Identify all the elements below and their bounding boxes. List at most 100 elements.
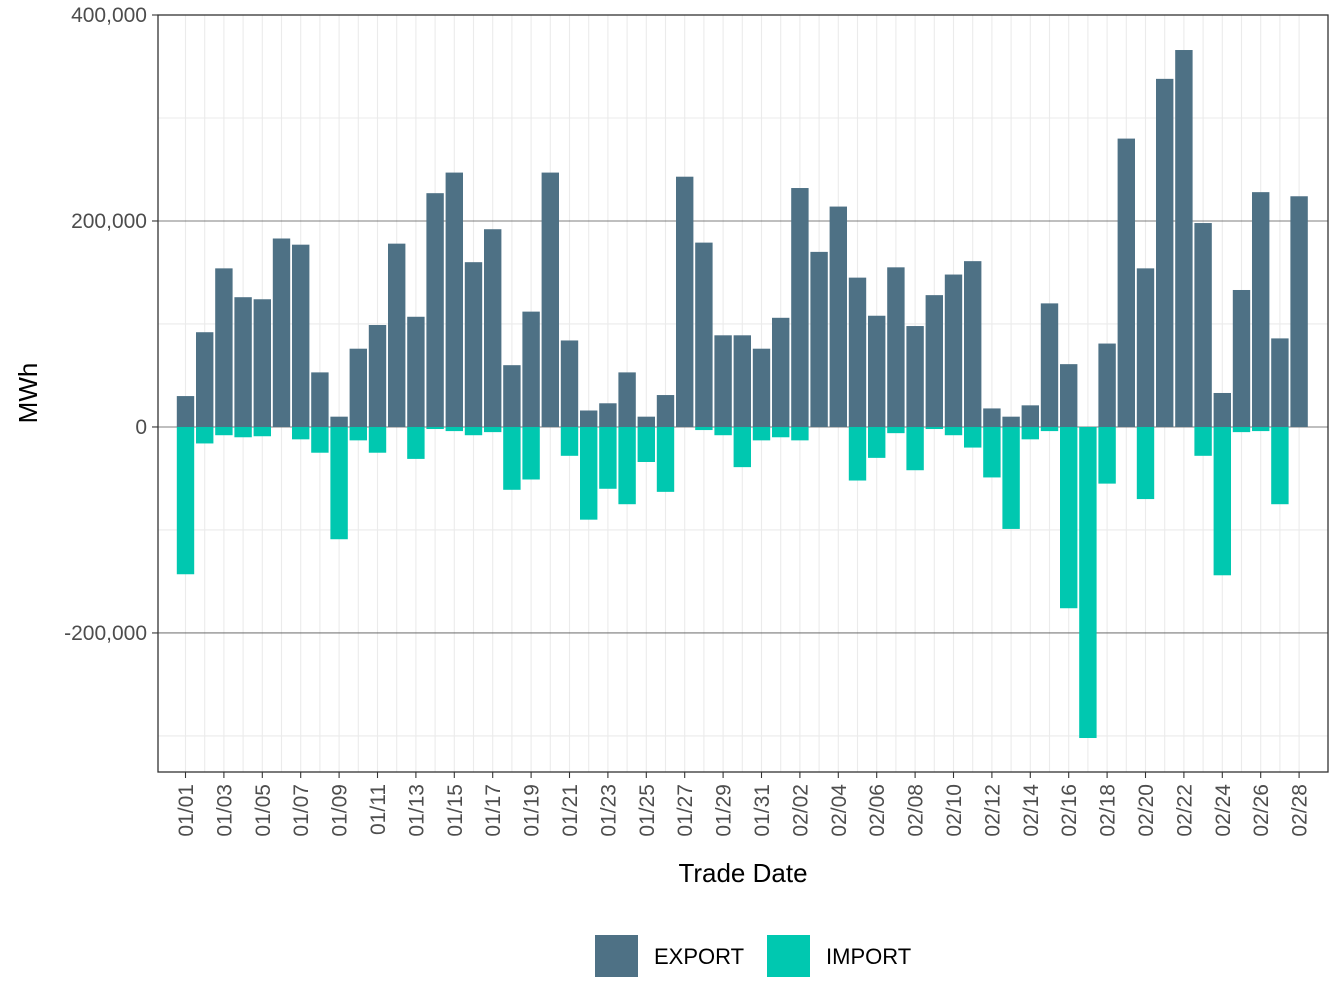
import-bar-01-31 [752,426,771,441]
legend-label-import: IMPORT [826,944,911,969]
export-bar-02-24 [1213,392,1231,427]
x-tick-label: 01/31 [751,784,774,837]
import-bar-01-25 [637,426,655,462]
import-bar-01-09 [330,426,348,540]
import-bar-01-08 [311,426,329,453]
x-tick-label: 01/29 [713,784,736,837]
import-bar-01-26 [656,426,675,492]
import-bar-02-15 [1040,426,1059,432]
import-bar-02-12 [983,426,1001,478]
export-bar-01-20 [541,172,559,427]
x-tick-label: 02/12 [981,784,1004,837]
import-bar-02-23 [1194,426,1212,456]
export-bar-01-19 [522,311,540,427]
export-bar-01-26 [656,395,675,427]
x-tick-label: 02/08 [905,784,928,837]
import-bar-01-19 [522,426,540,480]
x-tick-label: 02/14 [1020,784,1043,837]
import-bar-01-14 [426,426,444,430]
x-tick-label: 02/06 [866,784,889,837]
export-bar-02-02 [791,188,809,427]
import-bar-01-07 [292,426,310,440]
x-tick-label: 02/04 [828,784,851,837]
export-bar-02-27 [1271,338,1289,427]
export-bar-01-24 [618,372,636,427]
x-tick-label: 01/25 [636,784,659,837]
x-tick-label: 02/10 [943,784,966,837]
import-bar-02-24 [1213,426,1231,576]
import-bar-01-30 [733,426,751,468]
export-bar-02-01 [772,317,790,427]
export-bar-02-08 [906,326,924,427]
export-bar-01-23 [599,403,617,427]
import-bar-01-21 [560,426,579,456]
x-tick-label: 01/15 [444,784,467,837]
import-bar-01-15 [445,426,463,432]
import-bar-02-18 [1098,426,1116,484]
x-tick-label: 01/11 [367,784,390,835]
x-axis-title: Trade Date [678,858,807,888]
legend: EXPORT IMPORT [595,935,911,977]
import-bar-02-02 [791,426,809,441]
export-bar-02-20 [1136,268,1155,427]
x-tick-label: 02/18 [1097,784,1120,837]
x-tick-label: 01/23 [597,784,620,837]
import-bar-02-13 [1002,426,1020,529]
import-bar-02-20 [1136,426,1155,500]
export-bar-01-11 [368,325,387,427]
import-bar-01-22 [580,426,598,520]
export-bar-01-02 [196,332,214,427]
legend-label-export: EXPORT [654,944,744,969]
export-bar-02-26 [1252,192,1270,427]
import-bar-01-29 [714,426,732,436]
export-bar-01-06 [272,238,291,427]
export-bar-01-09 [330,416,348,427]
export-bar-02-13 [1002,416,1020,427]
import-bar-01-02 [196,426,214,444]
x-tick-label: 02/20 [1135,784,1158,837]
import-bar-02-08 [906,426,924,471]
import-bar-01-23 [599,426,617,489]
import-bar-01-16 [464,426,483,436]
export-bar-01-29 [714,335,732,427]
y-tick-label: 0 [135,416,147,439]
export-bar-01-05 [253,299,271,427]
x-tick-label: 02/24 [1212,784,1235,837]
import-bar-01-11 [368,426,387,453]
legend-swatch-import [767,935,810,977]
export-bar-01-18 [503,365,521,427]
import-bar-01-05 [253,426,271,437]
import-bar-02-06 [868,426,886,458]
legend-swatch-export [595,935,638,977]
bars [176,50,1308,739]
x-tick-label: 02/26 [1250,784,1273,837]
x-tick-label: 01/13 [405,784,428,837]
import-bar-01-04 [234,426,252,438]
export-bar-02-14 [1021,405,1039,427]
export-bar-01-14 [426,193,444,427]
import-bar-02-10 [944,426,963,436]
export-bar-01-15 [445,172,463,427]
export-bar-01-04 [234,297,252,427]
import-bar-01-17 [484,426,502,433]
export-bar-01-21 [560,340,579,427]
import-bar-01-10 [349,426,367,441]
export-bar-01-27 [676,176,694,427]
export-bar-01-13 [407,316,425,427]
export-bar-02-03 [810,251,828,427]
x-tick-label: 01/07 [290,784,313,837]
export-bar-02-28 [1290,196,1308,427]
x-tick-label: 02/16 [1058,784,1081,837]
import-bar-02-07 [887,426,905,434]
export-bar-01-28 [695,242,713,427]
export-bar-02-06 [868,315,886,427]
export-bar-02-11 [964,261,982,427]
export-bar-01-31 [752,348,771,427]
export-bar-02-21 [1156,78,1174,427]
import-bar-02-25 [1232,426,1251,433]
export-bar-02-16 [1060,364,1078,427]
import-bar-02-09 [925,426,943,430]
import-bar-01-03 [215,426,233,436]
export-bar-01-25 [637,416,655,427]
